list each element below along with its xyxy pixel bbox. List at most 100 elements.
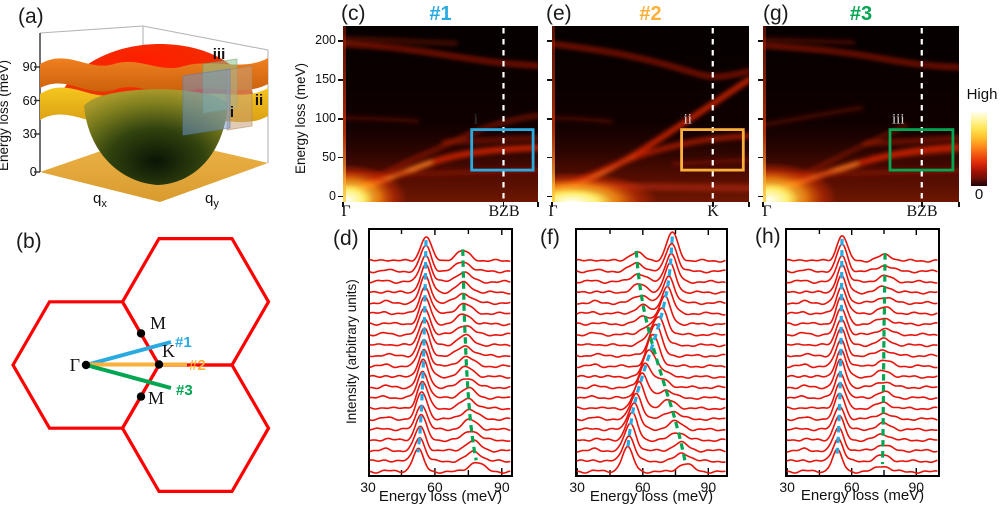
- panel-c-letter: (c): [341, 2, 366, 25]
- cut-plane-i: [182, 68, 231, 136]
- gamma-column-glow: [343, 26, 346, 202]
- roi-rectangle: [888, 128, 955, 172]
- panel-g-title: #3: [849, 3, 873, 25]
- m-top-label: M: [150, 313, 166, 333]
- ytick-mark: [547, 117, 552, 120]
- path-1-label: #1: [175, 334, 192, 351]
- xtick-mark: [748, 202, 750, 207]
- roi-label: ii: [684, 112, 692, 128]
- m-point-top: [136, 329, 146, 338]
- m-point-bottom: [136, 392, 146, 401]
- heatmap-panel-1: i: [343, 26, 538, 202]
- panel-b-letter: (b): [16, 230, 42, 253]
- waterfall-xtick: 30: [569, 479, 585, 495]
- ytick-mark: [758, 78, 763, 81]
- panel-a-ylabel: Energy loss (meV): [0, 59, 11, 171]
- elastic-line-core: [552, 189, 612, 202]
- panel-e-k-label: K: [707, 203, 719, 220]
- path-3-line: [85, 363, 172, 390]
- waterfall-xtick: 90: [494, 479, 510, 495]
- roi-rectangle: [470, 128, 535, 172]
- panel-h-letter: (h): [755, 225, 781, 248]
- ytick-mark: [758, 195, 763, 198]
- cut-label-ii: ii: [255, 92, 263, 109]
- panel-c-gamma-label: Γ: [341, 203, 351, 220]
- panel-g-bzb-label: BZB: [906, 203, 938, 220]
- m-bottom-label: M: [148, 388, 164, 408]
- elastic-line-core: [343, 184, 373, 202]
- xtick-mark: [958, 202, 960, 207]
- waterfall-xtick: 30: [779, 479, 795, 495]
- peak-guide-green-dashed: [880, 253, 887, 465]
- panel-d-xlabel: Energy loss (meV): [378, 488, 503, 505]
- panel-h-xlabel: Energy loss (meV): [800, 487, 925, 504]
- eels-spectra-curves: [576, 231, 726, 474]
- heatmap-ytick: 150: [315, 72, 336, 87]
- eels-spectra-curves: [369, 236, 511, 474]
- panel-e-letter: (e): [546, 2, 572, 25]
- peak-guide-green-dashed: [634, 250, 687, 463]
- ytick-mark: [547, 78, 552, 81]
- panel-a-ytick: 60: [22, 92, 37, 108]
- axis-ticks: [786, 230, 918, 475]
- waterfall-panel-3: [785, 228, 940, 477]
- roi-label: i: [474, 112, 478, 128]
- heatmap-panel-3: iii: [763, 26, 959, 202]
- waterfall-xtick: 60: [427, 479, 443, 495]
- gamma-point: [81, 360, 91, 370]
- panel-c-bzb-label: BZB: [488, 203, 520, 220]
- ytick-mark: [338, 40, 343, 42]
- eels-spectra-curves: [786, 235, 938, 474]
- panel-a-ytick: 0: [29, 164, 37, 179]
- waterfall-panel-1: [368, 228, 513, 477]
- colorbar-zero-label: 0: [974, 186, 984, 203]
- ytick-mark: [758, 40, 763, 42]
- heatmap-ytick: 0: [329, 189, 336, 204]
- xtick-mark: [537, 202, 539, 207]
- panel-f-xlabel: Energy loss (meV): [589, 488, 714, 505]
- xtick-mark: [762, 202, 764, 207]
- xtick-mark: [342, 202, 344, 207]
- ytick-mark: [758, 156, 763, 159]
- panel-a-qy-label: qy: [205, 190, 219, 210]
- waterfall-xtick: 30: [360, 479, 376, 495]
- xtick-mark: [551, 202, 553, 207]
- cut-label-iii: iii: [213, 46, 226, 63]
- colorbar: [971, 112, 987, 186]
- waterfall-xtick: 90: [700, 479, 717, 495]
- heatmap-ytick: 200: [315, 33, 336, 48]
- panel-e-title: #2: [639, 3, 662, 25]
- waterfall-xtick: 60: [634, 479, 651, 495]
- panel-e-gamma-label: Γ: [548, 203, 558, 220]
- panel-a-qx-label: qx: [93, 190, 107, 210]
- colorbar-high-label: High: [966, 86, 998, 103]
- peak-guide-green-dashed: [461, 249, 478, 461]
- k-label: K: [162, 341, 175, 361]
- xtick-mark: [920, 202, 923, 207]
- gamma-column-glow: [552, 26, 555, 202]
- ytick-mark: [338, 156, 343, 159]
- gamma-column-glow: [763, 26, 766, 202]
- ytick-mark: [547, 156, 552, 159]
- peak-guide-blue-dashed: [625, 236, 674, 452]
- brillouin-zone-hexagon: [120, 237, 271, 367]
- cut-label-i: i: [230, 104, 234, 121]
- waterfall-xtick: 90: [908, 479, 925, 495]
- ytick-mark: [547, 195, 552, 198]
- xtick-mark: [502, 202, 505, 207]
- panel-a-ytick: 90: [22, 59, 37, 74]
- panel-c-title: #1: [429, 3, 452, 25]
- panel-d-letter: (d): [333, 227, 359, 250]
- waterfall-xtick: 60: [843, 479, 860, 495]
- roi-label: iii: [892, 112, 905, 128]
- ytick-mark: [338, 195, 343, 198]
- heatmap-ylabel: Energy loss (meV): [293, 62, 308, 174]
- peak-guide-blue-dashed: [835, 238, 844, 454]
- ytick-mark: [547, 40, 552, 42]
- roi-rectangle: [680, 128, 745, 172]
- peak-guide-blue-dashed: [416, 240, 428, 453]
- elastic-line-core: [763, 183, 799, 202]
- heatmap-ytick: 50: [322, 150, 336, 165]
- heatmap-panel-2: ii: [552, 26, 749, 202]
